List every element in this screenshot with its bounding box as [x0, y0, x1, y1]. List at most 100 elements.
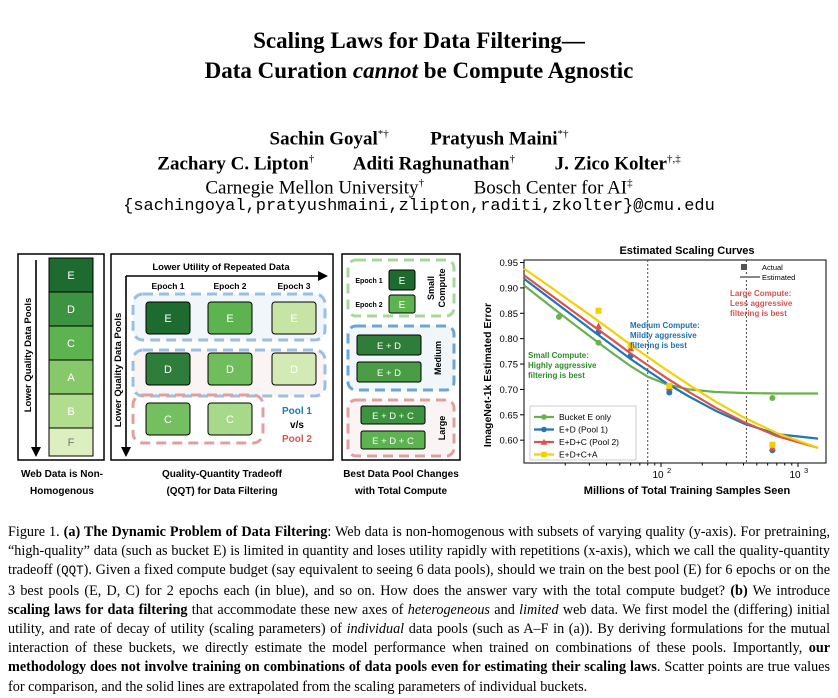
caption-text: We introduce — [747, 582, 830, 599]
grid-cell — [271, 301, 317, 335]
y-tick-label: 0.80 — [500, 334, 519, 345]
large-cell — [360, 430, 426, 450]
qqt-side-label: Lower Quality Data Pools — [113, 313, 124, 428]
data-point — [595, 339, 602, 346]
affiliation-mark: † — [418, 177, 425, 189]
author-mark: † — [509, 153, 516, 165]
paper-title-line2: Data Curation cannot be Compute Agnostic — [0, 56, 838, 86]
small-cell — [388, 269, 416, 291]
y-tick-label: 0.95 — [500, 258, 519, 269]
data-point — [627, 342, 634, 349]
chart-annotation: Large Compute: — [730, 289, 791, 298]
pool-label: C — [67, 338, 75, 350]
grid-cell-label: E — [290, 313, 297, 325]
legend-marker — [540, 438, 548, 445]
author-mark: † — [308, 153, 315, 165]
grid-cell — [207, 352, 253, 386]
pool-stack: E D C A B F — [48, 257, 94, 457]
qqt-caption-line2: (QQT) for Data Filtering — [166, 486, 277, 497]
caption-text: that accommodate these new axes of — [187, 601, 408, 618]
y-tick-label: 0.85 — [500, 309, 519, 320]
figure-label: Figure 1. — [8, 524, 60, 540]
caption-text: : Web data is non-homogenous with subset… — [8, 524, 831, 579]
affiliation: Bosch Center for AI — [473, 177, 628, 199]
grid-cell — [145, 301, 191, 335]
y-axis-label: ImageNet-1k Estimated Error — [482, 303, 494, 447]
data-point — [595, 307, 602, 314]
affiliations: Carnegie Mellon University† Bosch Center… — [0, 171, 838, 200]
legend-marker — [541, 451, 547, 458]
legend-label: E+D (Pool 1) — [559, 425, 608, 435]
author-emails: {sachingoyal,pratyushmaini,zlipton,radit… — [123, 197, 715, 216]
grid-cell-label: E — [164, 313, 171, 325]
y-tick-label: 0.90 — [500, 283, 519, 294]
qqt-frame — [110, 253, 334, 461]
large-cell-label: E + D + C — [372, 436, 414, 447]
epoch-label: Epoch 3 — [277, 281, 310, 291]
caption-emphasis: heterogeneous — [407, 601, 490, 618]
author-mark: †,‡ — [666, 153, 681, 165]
affiliation: Carnegie Mellon University — [205, 177, 419, 199]
qqt-grid: E E E D D D C C — [145, 301, 317, 436]
legend-label-actual: Actual — [762, 263, 783, 272]
chart-annotation: Medium Compute: — [630, 321, 700, 330]
large-cell-label: E + D + C — [372, 411, 414, 422]
author-mark: *† — [377, 128, 389, 140]
pool-block-b — [48, 393, 94, 429]
x-tick-label: 10 — [652, 470, 664, 481]
caption-text: web data. We first model the (differing)… — [8, 601, 830, 638]
grid-cell — [207, 402, 253, 436]
series-line — [523, 267, 819, 449]
caption-emphasis: individual — [346, 621, 405, 638]
pool2-label: Pool 2 — [282, 434, 312, 445]
scaling-chart: Estimated Scaling Curves ImageNet-1k Est… — [482, 245, 827, 497]
x-axis-label: Millions of Total Training Samples Seen — [584, 485, 791, 497]
legend-label: E+D+C (Pool 2) — [559, 437, 619, 447]
medium-cell-label: E + D — [377, 368, 401, 379]
title-part: Data Curation — [204, 58, 353, 83]
author-name: Aditi Raghunathan — [352, 153, 510, 175]
caption-text: ). Given a fixed compute budget (say equ… — [8, 562, 830, 599]
legend-label: Bucket E only — [559, 412, 612, 422]
qqt-caption-line1: Quality-Quantity Tradeoff — [162, 469, 283, 480]
pools-arrow-head — [31, 447, 41, 457]
chart-annotation: Small Compute: — [528, 351, 589, 360]
title-part: be Compute Agnostic — [418, 58, 634, 83]
series-line — [523, 277, 819, 440]
caption-emphasis: limited — [519, 601, 559, 618]
series-line — [523, 284, 819, 395]
medium-cell — [356, 361, 422, 383]
author-name: Sachin Goyal — [269, 128, 378, 150]
data-point — [769, 395, 776, 402]
data-point — [555, 313, 562, 320]
chart-annotation: Mildly aggressive — [630, 331, 697, 340]
figure-a: Lower Quality Data Pools E D C A B F Web… — [17, 253, 461, 497]
grid-cell — [145, 352, 191, 386]
small-compute-outline — [346, 258, 456, 318]
author-name: Zachary C. Lipton — [157, 153, 309, 175]
chart-annotation: filtering is best — [528, 371, 585, 380]
series-line — [523, 274, 819, 449]
medium-compute-label: Medium — [433, 341, 443, 375]
compute-caption-line2: with Total Compute — [354, 486, 447, 497]
grid-cell-label: E — [226, 313, 233, 325]
chart-annotation: filtering is best — [630, 341, 687, 350]
caption-bold: our methodology does not involve trainin… — [8, 640, 830, 676]
pool-block-f — [48, 427, 94, 457]
x-tick-exponent: 2 — [667, 466, 671, 475]
pool-label: B — [67, 406, 74, 418]
chart-title: Estimated Scaling Curves — [619, 245, 754, 257]
epoch-label: Epoch 1 — [355, 278, 382, 285]
small-cell-label: E — [399, 300, 406, 311]
data-point — [769, 441, 776, 448]
chart-annotation: Highly aggressive — [528, 361, 597, 370]
large-cell — [360, 405, 426, 425]
caption-bold: scaling laws for data filtering — [8, 601, 188, 618]
y-tick-label: 0.75 — [500, 360, 519, 371]
legend-marker — [541, 414, 547, 420]
x-tick-exponent: 3 — [804, 466, 808, 475]
compute-frame — [341, 253, 461, 461]
small-cell-label: E — [399, 276, 406, 287]
epoch-label: Epoch 1 — [151, 281, 184, 291]
